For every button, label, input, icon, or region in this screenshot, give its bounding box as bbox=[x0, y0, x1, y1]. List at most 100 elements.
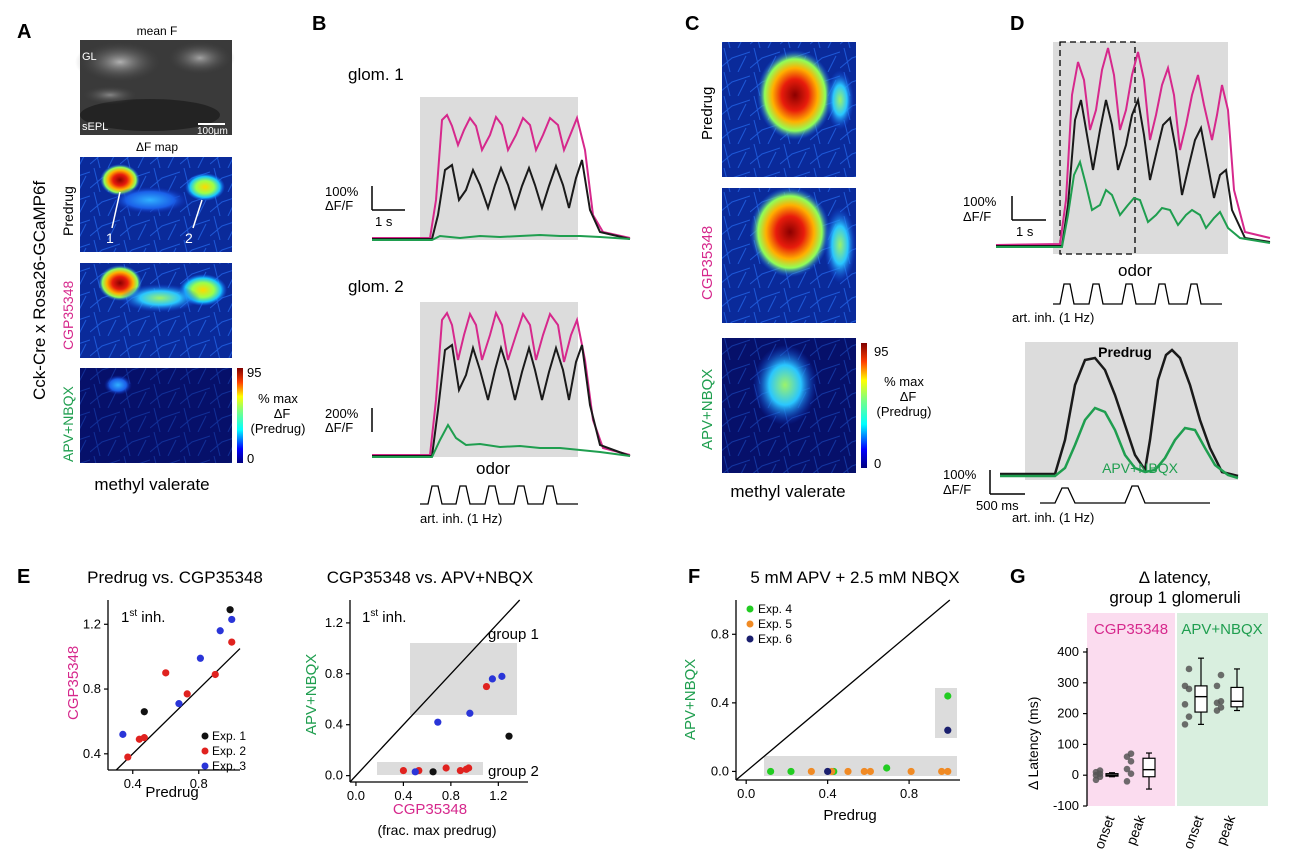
g-title: Δ latency, bbox=[1139, 568, 1211, 587]
colorbar-c bbox=[861, 343, 867, 468]
f-point bbox=[944, 726, 952, 734]
d-scale-unit: ΔF/F bbox=[963, 209, 991, 224]
e2-group1-box bbox=[410, 643, 517, 715]
c-row-label-apv: APV+NBQX bbox=[699, 369, 716, 450]
panel-letter-f: F bbox=[688, 566, 700, 588]
glom-marker-1-line bbox=[111, 191, 121, 229]
g-group-cgp: CGP35348 bbox=[1094, 621, 1168, 638]
colorbar-a-label-2: ΔF bbox=[274, 406, 291, 421]
g-group-apv: APV+NBQX bbox=[1181, 621, 1262, 638]
inhale-trace-d bbox=[1053, 283, 1222, 305]
e1-legend-label-1: Exp. 1 bbox=[212, 729, 246, 743]
panel-letter-b: B bbox=[312, 13, 326, 35]
g-point bbox=[1127, 770, 1135, 777]
e2-point bbox=[442, 764, 450, 772]
panel-a-side-title: Cck-Cre x Rosa26-GCaMP6f bbox=[30, 181, 49, 400]
e2-group2-label: group 2 bbox=[488, 763, 539, 780]
odor-box-glom2 bbox=[420, 302, 578, 457]
e2-point bbox=[411, 768, 419, 776]
g-point bbox=[1217, 704, 1225, 711]
e1-points bbox=[119, 606, 236, 761]
e1-point bbox=[196, 654, 204, 662]
e2-points bbox=[399, 672, 513, 776]
f-point bbox=[807, 767, 815, 776]
f-point bbox=[883, 764, 891, 772]
e2-ytick-label: 0.4 bbox=[325, 717, 343, 732]
e2-point bbox=[488, 675, 496, 683]
f-point bbox=[844, 767, 852, 776]
scale1-x: 1 s bbox=[375, 214, 393, 229]
f-ylabel: APV+NBQX bbox=[682, 659, 699, 740]
e2-title: CGP35348 vs. APV+NBQX bbox=[327, 568, 533, 587]
colorbar-a-label-1: % max bbox=[258, 391, 298, 406]
f-point bbox=[767, 767, 775, 776]
e1-point bbox=[175, 700, 183, 708]
zoom-scale-unit: ΔF/F bbox=[943, 482, 971, 497]
g-ytick-label: 0 bbox=[1072, 767, 1079, 782]
e1-legend: Exp. 1 Exp. 2 Exp. 3 bbox=[201, 729, 246, 773]
f-point bbox=[787, 767, 795, 776]
colorbar-c-min: 0 bbox=[874, 456, 881, 471]
trace-glom2-predrug bbox=[372, 343, 631, 457]
e2-xlabel: CGP35348 bbox=[393, 801, 467, 818]
g-cat-1: onset bbox=[1091, 813, 1118, 851]
g-point bbox=[1185, 713, 1193, 720]
e2-ylabel: APV+NBQX bbox=[303, 654, 320, 735]
e2-xlabel-sub: (frac. max predrug) bbox=[377, 822, 496, 838]
f-point bbox=[944, 692, 952, 700]
g-ytick-label: 200 bbox=[1057, 706, 1079, 721]
panel-letter-g: G bbox=[1010, 566, 1026, 588]
f-point bbox=[860, 767, 868, 776]
colorbar-c-label-2: ΔF bbox=[900, 389, 917, 404]
trace-d-cgp bbox=[995, 47, 1271, 246]
g-cat-3: onset bbox=[1180, 813, 1207, 851]
d-scale-y: 100% bbox=[963, 194, 997, 209]
g-ytick-label: -100 bbox=[1053, 798, 1079, 813]
e1-point bbox=[119, 730, 127, 738]
zoom-trace-apv bbox=[1000, 406, 1239, 480]
e1-legend-marker-2 bbox=[201, 747, 209, 755]
e1-point bbox=[216, 627, 224, 635]
row-label-cgp: CGP35348 bbox=[60, 281, 76, 350]
f-ticks: 0.0 0.4 0.8 0.0 0.4 0.8 bbox=[711, 626, 918, 801]
e1-point bbox=[140, 734, 148, 742]
chart-e2: CGP35348 vs. APV+NBQX group 1 group 2 1s… bbox=[303, 568, 539, 838]
e1-xlabel: Predrug bbox=[145, 784, 198, 801]
f-xtick-label: 0.8 bbox=[900, 786, 918, 801]
f-point bbox=[907, 767, 915, 776]
scale1-y: 100% bbox=[325, 184, 359, 199]
zoom-label-apv: APV+NBQX bbox=[1102, 460, 1179, 476]
row-label-apv: APV+NBQX bbox=[60, 385, 76, 462]
g-point bbox=[1181, 682, 1189, 690]
e1-legend-marker-3 bbox=[201, 762, 209, 770]
f-xtick-label: 0.0 bbox=[737, 786, 755, 801]
trace-glom1-predrug bbox=[372, 159, 631, 240]
trace-glom2-apv bbox=[372, 422, 631, 458]
glom2-title: glom. 2 bbox=[348, 277, 404, 296]
f-ytick-label: 0.4 bbox=[711, 695, 729, 710]
e1-point bbox=[226, 606, 234, 614]
chart-f: 5 mM APV + 2.5 mM NBQX 0.0 0.4 0.80.00.40.… bbox=[682, 568, 960, 824]
f-legend-label-4: Exp. 4 bbox=[758, 602, 792, 616]
g-box bbox=[1194, 685, 1208, 713]
mean-f-label: mean F bbox=[137, 24, 178, 38]
glom1-title: glom. 1 bbox=[348, 65, 404, 84]
e2-unity-line bbox=[349, 599, 521, 783]
df-map-cgp bbox=[80, 263, 232, 358]
c-image-cgp bbox=[722, 187, 856, 323]
g-point bbox=[1123, 778, 1131, 785]
glom-marker-2-line bbox=[192, 199, 203, 229]
e2-point bbox=[466, 709, 474, 717]
e1-point bbox=[183, 690, 191, 698]
g-subtitle: group 1 glomeruli bbox=[1109, 588, 1240, 607]
f-legend: Exp. 4 Exp. 5 Exp. 6 bbox=[746, 602, 792, 646]
g-ticks: -100 0 100 200 300 400 bbox=[1053, 644, 1087, 813]
trace-glom1-apv bbox=[372, 233, 631, 241]
e2-xtick-label: 0.4 bbox=[394, 788, 412, 803]
g-point bbox=[1217, 697, 1225, 705]
e2-xtick-label: 0.0 bbox=[347, 788, 365, 803]
g-point bbox=[1127, 758, 1135, 765]
e1-ytick-label: 0.4 bbox=[83, 746, 101, 761]
e2-point bbox=[465, 764, 473, 772]
